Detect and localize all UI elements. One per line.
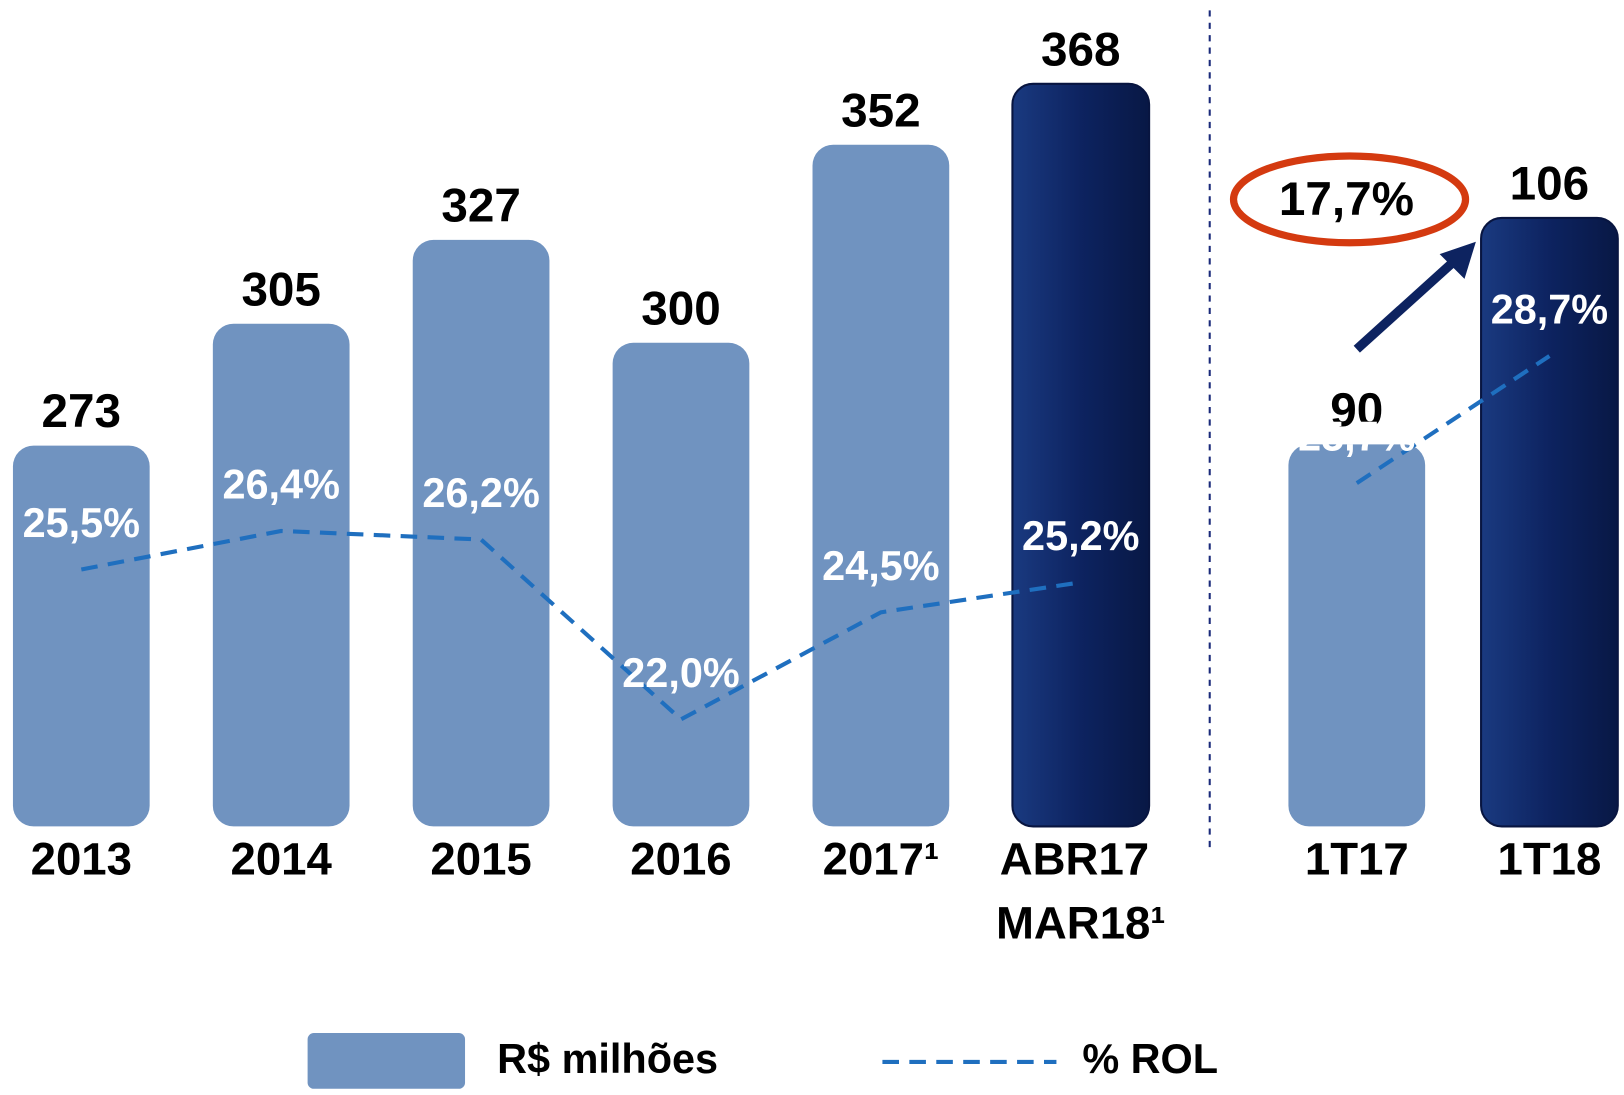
x-tick-label: 1T18 [1498,834,1602,885]
line-value-label: 26,4% [222,462,339,508]
bar-value-label: 300 [641,282,720,335]
bar-value-label: 327 [441,180,520,233]
x-tick-label: ABR17 MAR18¹ [996,834,1166,949]
bar [412,239,550,827]
line-value-label: 24,5% [822,543,939,589]
line-value-label: 25,7% [1298,414,1415,460]
legend-swatch [307,1033,466,1089]
bar [612,342,750,827]
bar [12,445,150,827]
line-value-label: 26,2% [422,470,539,516]
x-tick-label: 2013 [31,834,132,885]
bar-value-label: 106 [1510,158,1589,211]
line-value-label: 25,2% [1022,513,1139,559]
x-tick-label: 1T17 [1305,834,1409,885]
line [1355,354,1551,485]
bar-value-label: 352 [841,84,920,137]
x-tick-label: 2017¹ [823,834,940,885]
line-value-label: 25,5% [23,500,140,546]
legend-label: % ROL [1082,1036,1218,1082]
bar-value-label: 90 [1330,384,1383,437]
x-tick-label: 2014 [231,834,333,885]
bar [812,144,950,827]
annotation-arrow [1353,256,1459,353]
line-value-label: 22,0% [622,650,739,696]
bar-value-label: 305 [241,263,320,316]
bar [1480,216,1619,828]
bar-value-label: 273 [42,385,121,438]
line-value-label: 28,7% [1491,287,1608,333]
bar-value-label: 368 [1041,23,1120,76]
x-tick-label: 2015 [430,834,531,885]
annotation: 17,7% [1279,173,1414,226]
bar [1288,444,1426,827]
x-tick-label: 2016 [630,834,731,885]
bar [1011,82,1151,828]
line [80,528,1082,722]
arrow-head [1439,241,1476,279]
bar [212,323,350,827]
annotation-ellipse [1229,152,1470,247]
legend-label: R$ milhões [497,1036,718,1082]
